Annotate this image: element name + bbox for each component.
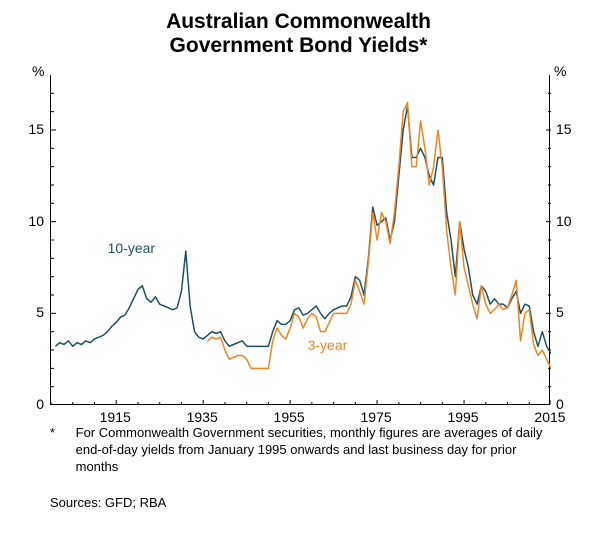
- footnote-text: For Commonwealth Government securities, …: [76, 425, 556, 476]
- y-unit-left: %: [32, 63, 44, 79]
- bond-yield-chart: Australian Commonwealth Government Bond …: [0, 0, 597, 537]
- xtick: 1915: [95, 409, 135, 425]
- sources: Sources: GFD; RBA: [50, 495, 550, 512]
- footnote-marker: *: [50, 425, 72, 442]
- xtick: 1935: [182, 409, 222, 425]
- ytick-left: 15: [28, 121, 44, 137]
- ytick-left: 0: [36, 396, 44, 412]
- chart-title: Australian Commonwealth Government Bond …: [0, 10, 597, 58]
- xtick: 1995: [443, 409, 483, 425]
- ytick-right: 10: [556, 213, 572, 229]
- ytick-right: 5: [556, 304, 564, 320]
- xtick: 2015: [530, 409, 570, 425]
- three-year-label: 3-year: [308, 337, 348, 353]
- ytick-left: 10: [28, 213, 44, 229]
- y-unit-right: %: [554, 63, 566, 79]
- title-line-1: Australian Commonwealth: [166, 10, 431, 33]
- title-line-2: Government Bond Yields*: [170, 34, 428, 57]
- ytick-right: 15: [556, 121, 572, 137]
- xtick: 1975: [356, 409, 396, 425]
- xtick: 1955: [269, 409, 309, 425]
- ytick-left: 5: [36, 304, 44, 320]
- footnote: * For Commonwealth Government securities…: [50, 425, 560, 476]
- ten-year-label: 10-year: [108, 240, 155, 256]
